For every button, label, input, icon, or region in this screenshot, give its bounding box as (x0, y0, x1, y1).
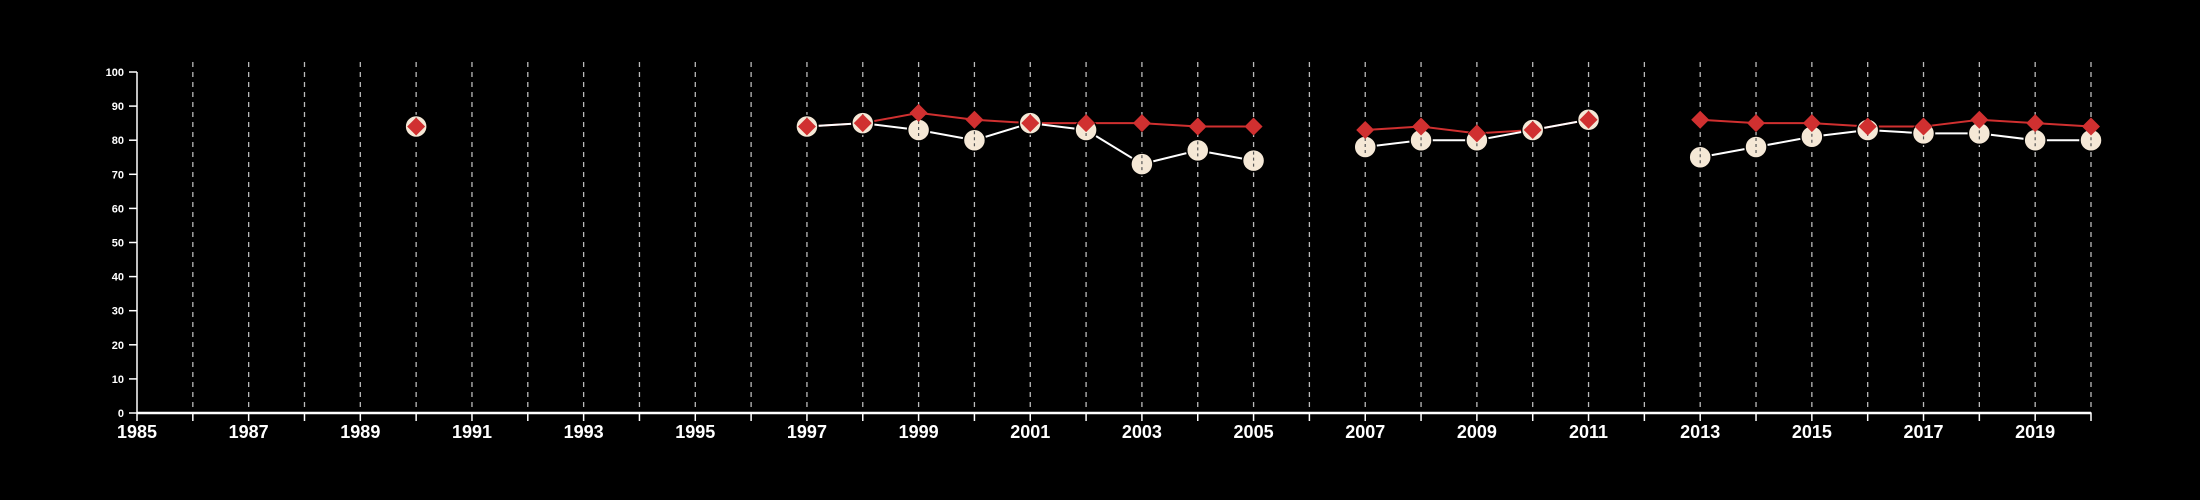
point-diamond-1997 (797, 117, 816, 136)
point-diamond-2014 (1747, 114, 1766, 133)
x-tick-label-2011: 2011 (1569, 422, 1608, 442)
x-tick-label-2015: 2015 (1792, 422, 1832, 442)
point-diamond-2008 (1412, 117, 1431, 136)
point-diamond-2018 (1970, 110, 1989, 129)
y-tick-label-90: 90 (112, 101, 124, 113)
x-tick-label-2005: 2005 (1234, 422, 1274, 442)
y-tick-label-100: 100 (106, 67, 124, 79)
y-tick-label-70: 70 (112, 169, 124, 181)
x-tick-label-2009: 2009 (1457, 422, 1497, 442)
point-diamond-2010 (1523, 120, 1542, 139)
point-diamond-2009 (1467, 124, 1486, 143)
axes: 0 10 20 30 40 50 60 70 80 90 100 1985 1987 1989 1991 19… (106, 67, 2092, 442)
point-diamond-2011 (1579, 110, 1598, 129)
point-diamond-1990 (407, 117, 426, 136)
y-tick-10: 10 (112, 374, 124, 386)
y-tick-40: 40 (112, 272, 124, 284)
y-tick-label-40: 40 (112, 272, 124, 284)
x-tick-label-2013: 2013 (1680, 422, 1720, 442)
y-tick-20: 20 (112, 340, 124, 352)
y-tick-label-0: 0 (118, 408, 124, 420)
series-1-line-3 (1700, 118, 2092, 128)
x-tick-label-1987: 1987 (229, 422, 269, 442)
x-tick-label-2003: 2003 (1122, 422, 1162, 442)
point-diamond-2000 (965, 110, 984, 129)
y-tick-50: 50 (112, 238, 124, 250)
y-tick-label-30: 30 (112, 306, 124, 318)
point-diamond-2015 (1802, 114, 1821, 133)
y-tick-100: 100 (106, 67, 124, 79)
x-tick-label-1997: 1997 (787, 422, 827, 442)
point-diamond-2005 (1244, 117, 1263, 136)
x-tick-label-2007: 2007 (1345, 422, 1385, 442)
point-diamond-2001 (1021, 114, 1040, 133)
point-diamond-2016 (1858, 117, 1877, 136)
x-tick-label-1991: 1991 (452, 422, 492, 442)
point-diamond-2004 (1188, 117, 1207, 136)
x-tick-label-2017: 2017 (1903, 422, 1943, 442)
y-tick-30: 30 (112, 306, 124, 318)
point-diamond-2003 (1132, 114, 1151, 133)
x-tick-label-2019: 2019 (2015, 422, 2055, 442)
point-diamond-1999 (909, 103, 928, 122)
y-tick-label-60: 60 (112, 203, 124, 215)
y-tick-70: 70 (112, 169, 124, 181)
y-tick-90: 90 (112, 101, 124, 113)
y-tick-60: 60 (112, 203, 124, 215)
x-tick-label-2001: 2001 (1010, 422, 1050, 442)
grid-lines (192, 62, 2092, 413)
point-diamond-2007 (1356, 120, 1375, 139)
point-diamond-2019 (2026, 114, 2045, 133)
y-tick-80: 80 (112, 135, 124, 147)
point-diamond-2020 (2082, 117, 2100, 136)
x-tick-label-1995: 1995 (675, 422, 715, 442)
x-tick-label-1985: 1985 (117, 422, 157, 442)
series-1 (806, 111, 2092, 135)
point-diamond-2017 (1914, 117, 1933, 136)
x-tick-label-1993: 1993 (564, 422, 604, 442)
y-tick-label-80: 80 (112, 135, 124, 147)
point-diamond-1998 (853, 114, 872, 133)
point-diamond-2013 (1691, 110, 1710, 129)
y-tick-label-50: 50 (112, 238, 124, 250)
series-layer (404, 103, 2103, 176)
x-tick-label-1989: 1989 (340, 422, 380, 442)
y-tick-label-10: 10 (112, 374, 124, 386)
point-diamond-2002 (1077, 114, 1096, 133)
y-tick-label-20: 20 (112, 340, 124, 352)
series-1-points (407, 103, 2100, 143)
y-tick-0: 0 (118, 408, 124, 420)
x-tick-label-1999: 1999 (899, 422, 939, 442)
